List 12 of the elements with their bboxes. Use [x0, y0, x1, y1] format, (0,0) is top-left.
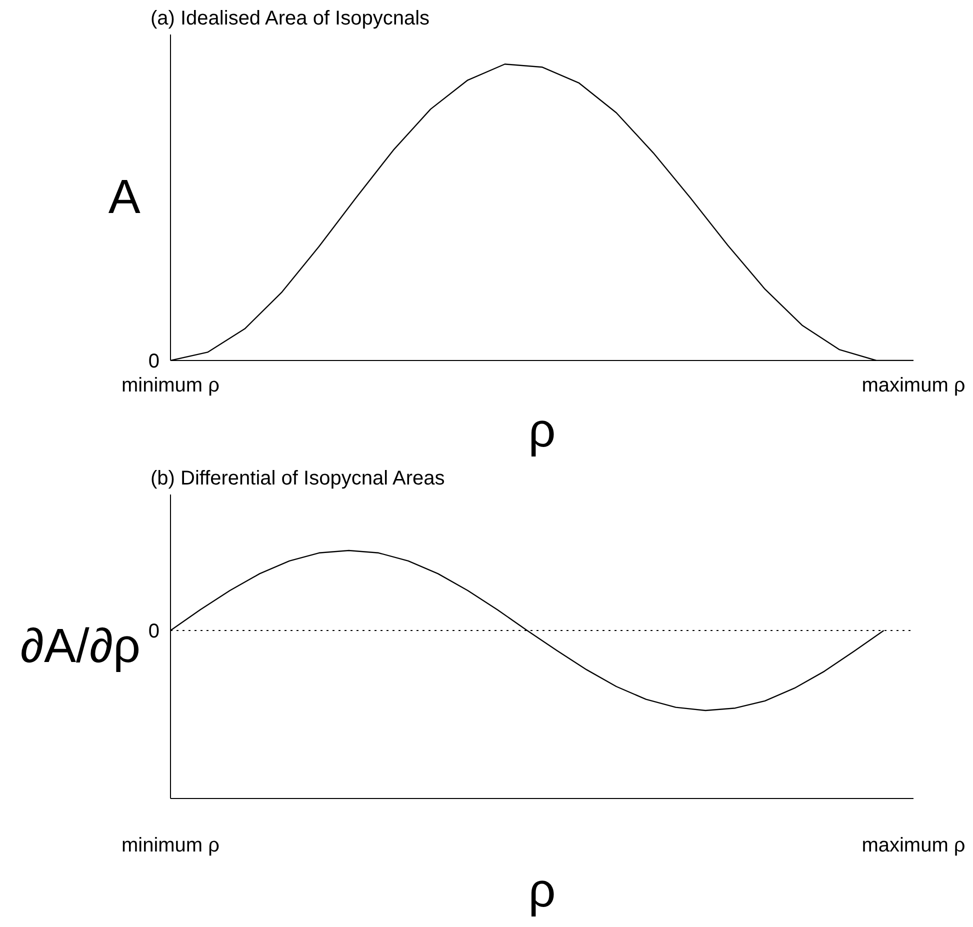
- chart-title: (a) Idealised Area of Isopycnals: [150, 8, 430, 30]
- x-tick-label: minimum ρ: [121, 374, 220, 396]
- y-axis-title: A: [108, 171, 140, 224]
- chart-title: (b) Differential of Isopycnal Areas: [150, 468, 445, 490]
- x-tick-label: minimum ρ: [121, 834, 220, 856]
- x-axis-title: ρ: [528, 864, 556, 918]
- text: 0: [148, 350, 160, 372]
- x-tick-label: maximum ρ: [862, 374, 966, 396]
- y-axis-title: ∂A/∂ρ: [20, 620, 140, 673]
- x-tick-label: maximum ρ: [862, 834, 966, 856]
- x-axis-title: ρ: [528, 404, 556, 458]
- ref-line-label: 0: [148, 620, 160, 642]
